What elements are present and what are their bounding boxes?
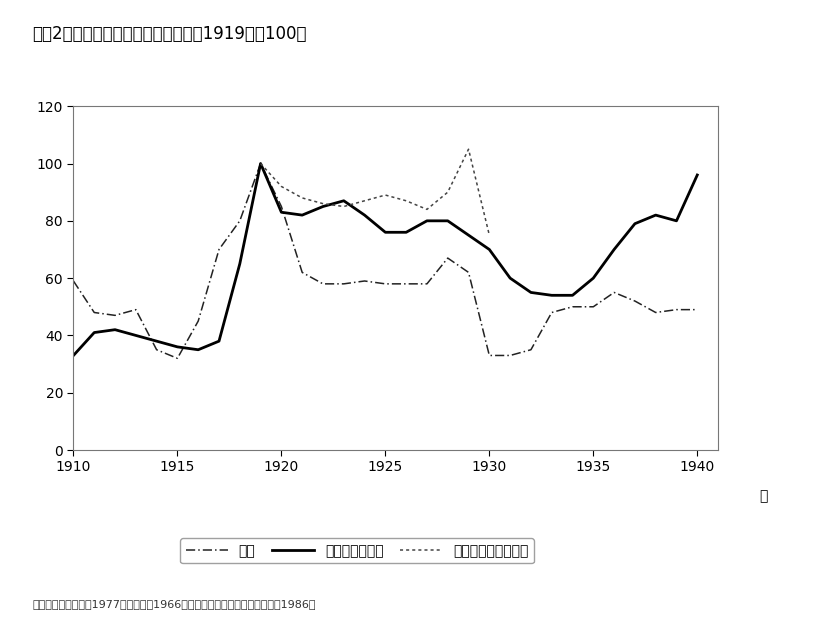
株価 [110, 312, 120, 319]
Text: 図表2　戦間期の株価・地価の推移（1919年＝100）: 図表2 戦間期の株価・地価の推移（1919年＝100） [33, 25, 307, 43]
市街地（宅地）価格 [277, 182, 286, 190]
農地（田）価格 [443, 217, 453, 224]
農地（田）価格 [463, 231, 473, 239]
株価 [401, 280, 411, 288]
農地（田）価格 [89, 329, 99, 336]
株価 [339, 280, 348, 288]
市街地（宅地）価格 [339, 202, 348, 210]
Line: 農地（田）価格: 農地（田）価格 [73, 164, 698, 356]
農地（田）価格 [568, 291, 578, 299]
農地（田）価格 [193, 346, 203, 354]
農地（田）価格 [610, 246, 619, 253]
株価 [131, 306, 140, 313]
市街地（宅地）価格 [443, 189, 453, 196]
市街地（宅地）価格 [401, 197, 411, 204]
株価 [193, 318, 203, 325]
市街地（宅地）価格 [318, 200, 328, 208]
市街地（宅地）価格 [360, 197, 370, 204]
株価 [610, 289, 619, 296]
株価 [526, 346, 536, 354]
株価 [277, 202, 286, 210]
Text: 資料：藤野・秋山［1977］、高松［1966］、日本銀行百年史編纂委員会［1986］: 資料：藤野・秋山［1977］、高松［1966］、日本銀行百年史編纂委員会［198… [33, 599, 316, 609]
株価 [214, 246, 224, 253]
株価 [318, 280, 328, 288]
Text: 年: 年 [760, 489, 768, 503]
株価 [485, 352, 494, 359]
農地（田）価格 [693, 171, 703, 179]
市街地（宅地）価格 [463, 146, 473, 153]
農地（田）価格 [360, 211, 370, 219]
農地（田）価格 [505, 274, 515, 282]
農地（田）価格 [172, 343, 182, 351]
株価 [568, 303, 578, 311]
農地（田）価格 [152, 338, 162, 345]
株価 [672, 306, 681, 313]
農地（田）価格 [255, 160, 265, 168]
株価 [297, 269, 307, 276]
市街地（宅地）価格 [380, 191, 390, 199]
農地（田）価格 [485, 246, 494, 253]
農地（田）価格 [69, 352, 78, 359]
株価 [693, 306, 703, 313]
農地（田）価格 [318, 202, 328, 210]
農地（田）価格 [422, 217, 432, 224]
Line: 市街地（宅地）価格: 市街地（宅地）価格 [260, 149, 490, 235]
市街地（宅地）価格 [422, 206, 432, 213]
農地（田）価格 [235, 260, 245, 268]
株価 [443, 254, 453, 262]
株価 [422, 280, 432, 288]
農地（田）価格 [214, 338, 224, 345]
農地（田）価格 [630, 220, 640, 228]
農地（田）価格 [297, 211, 307, 219]
株価 [69, 278, 78, 285]
農地（田）価格 [277, 209, 286, 216]
農地（田）価格 [110, 326, 120, 334]
農地（田）価格 [672, 217, 681, 224]
Line: 株価: 株価 [73, 164, 698, 358]
市街地（宅地）価格 [485, 231, 494, 239]
株価 [588, 303, 598, 311]
株価 [505, 352, 515, 359]
農地（田）価格 [380, 229, 390, 236]
株価 [255, 160, 265, 168]
市街地（宅地）価格 [255, 160, 265, 168]
農地（田）価格 [588, 274, 598, 282]
農地（田）価格 [526, 289, 536, 296]
株価 [235, 217, 245, 224]
株価 [152, 346, 162, 354]
株価 [89, 309, 99, 316]
株価 [651, 309, 661, 316]
農地（田）価格 [547, 291, 557, 299]
株価 [630, 298, 640, 305]
株価 [172, 354, 182, 362]
株価 [380, 280, 390, 288]
株価 [547, 309, 557, 316]
農地（田）価格 [401, 229, 411, 236]
農地（田）価格 [131, 332, 140, 339]
株価 [360, 278, 370, 285]
農地（田）価格 [339, 197, 348, 204]
市街地（宅地）価格 [297, 194, 307, 202]
株価 [463, 269, 473, 276]
Legend: 株価, 農地（田）価格, 市街地（宅地）価格: 株価, 農地（田）価格, 市街地（宅地）価格 [180, 538, 534, 563]
農地（田）価格 [651, 211, 661, 219]
